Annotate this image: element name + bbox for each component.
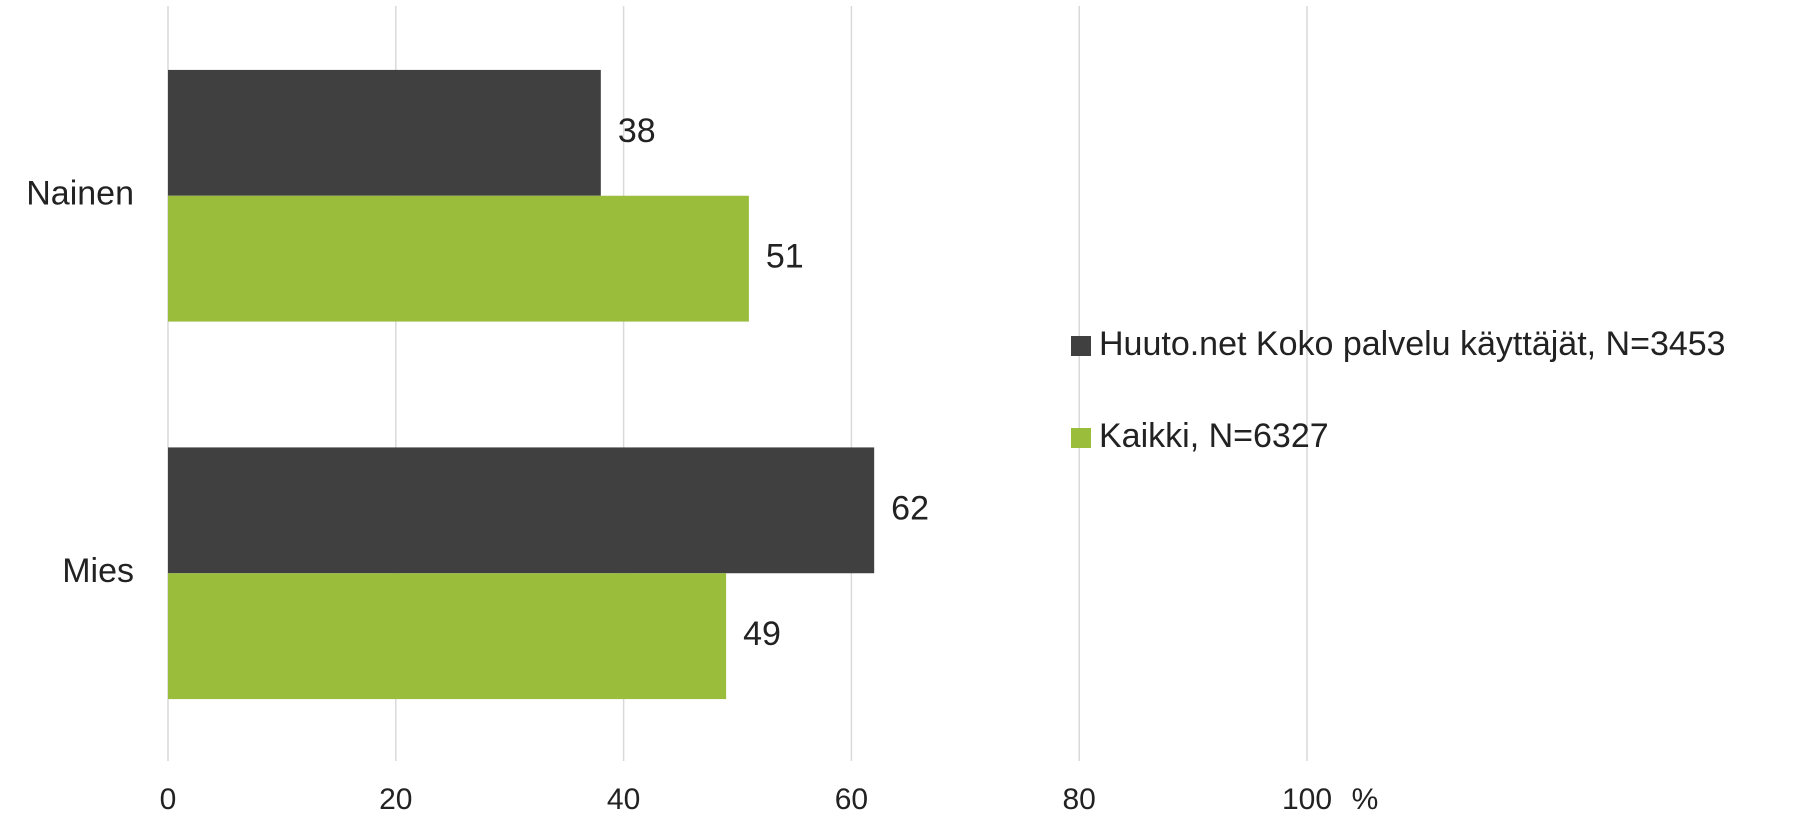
x-tick-label: 0 <box>160 783 177 815</box>
x-axis-label: % <box>1352 783 1379 815</box>
legend-swatch <box>1071 428 1091 448</box>
bar <box>168 195 749 322</box>
data-label: 51 <box>766 238 804 276</box>
y-tick-label: Nainen <box>26 175 134 213</box>
x-tick-label: 80 <box>1063 783 1096 815</box>
data-label: 49 <box>743 615 781 653</box>
legend-swatch <box>1071 336 1091 356</box>
data-label: 62 <box>891 489 929 527</box>
bar <box>168 573 727 700</box>
bar <box>168 447 875 574</box>
legend-label: Kaikki, N=6327 <box>1099 417 1329 455</box>
legend-label: Huuto.net Koko palvelu käyttäjät, N=3453 <box>1099 325 1726 363</box>
data-label: 38 <box>618 112 656 150</box>
x-tick-label: 60 <box>835 783 868 815</box>
bar <box>168 69 601 196</box>
x-tick-label: 100 <box>1282 783 1332 815</box>
x-tick-label: 20 <box>379 783 412 815</box>
x-tick-label: 40 <box>607 783 640 815</box>
y-tick-label: Mies <box>62 552 134 590</box>
